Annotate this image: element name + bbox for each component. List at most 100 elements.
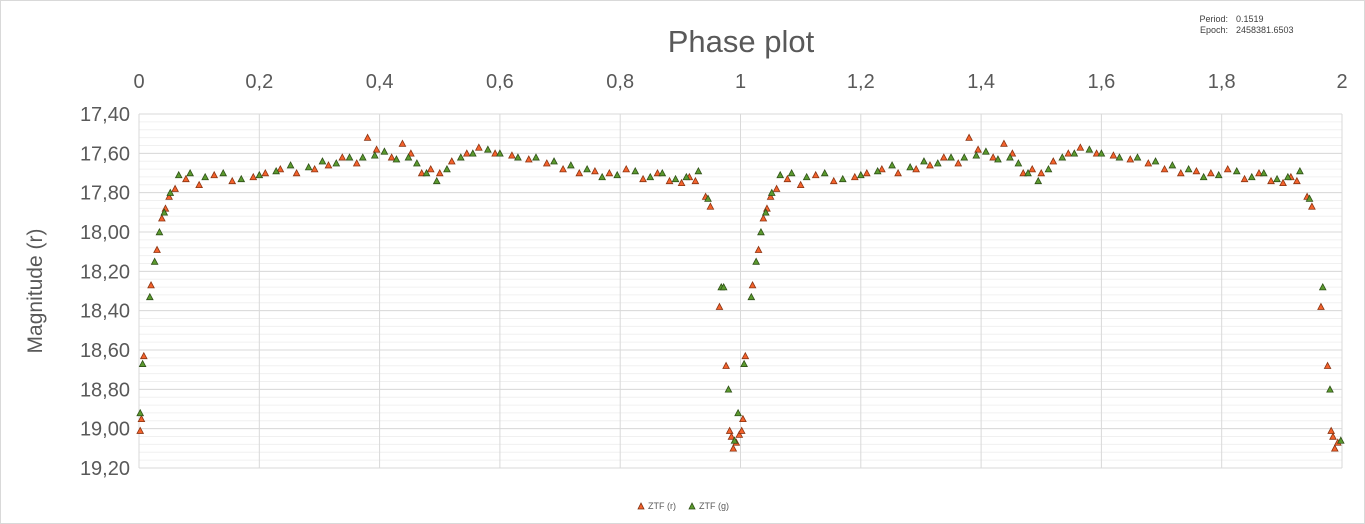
x-tick-label: 0 xyxy=(133,71,144,93)
data-point-r xyxy=(1028,165,1037,173)
data-point-r xyxy=(474,143,483,151)
data-point-r xyxy=(575,168,584,177)
data-point-g xyxy=(671,174,680,183)
data-point-r xyxy=(1126,155,1135,163)
data-point-g xyxy=(468,149,477,157)
data-point-r xyxy=(171,184,179,192)
data-point-r xyxy=(677,178,686,187)
data-point-r xyxy=(894,168,902,177)
y-tick-label: 18,60 xyxy=(80,340,130,362)
data-point-r xyxy=(1019,168,1028,177)
period-value: 0.1519 xyxy=(1236,14,1264,24)
data-point-r xyxy=(939,153,948,161)
y-tick-label: 17,60 xyxy=(80,143,130,165)
legend-marker-g xyxy=(688,502,696,510)
data-point-g xyxy=(598,172,607,181)
data-point-r xyxy=(182,174,190,183)
data-point-r xyxy=(1207,168,1215,177)
data-point-g xyxy=(704,194,712,202)
data-point-g xyxy=(370,151,379,159)
data-point-g xyxy=(982,147,990,155)
data-point-r xyxy=(447,157,456,165)
y-tick-label: 18,00 xyxy=(80,222,130,244)
data-point-g xyxy=(422,168,431,177)
data-point-g xyxy=(1024,168,1032,177)
data-point-g xyxy=(994,155,1002,163)
data-point-r xyxy=(407,149,415,157)
data-point-r xyxy=(387,153,396,161)
data-point-g xyxy=(658,168,667,177)
y-tick-label: 18,40 xyxy=(80,301,130,323)
data-point-g xyxy=(318,157,327,165)
data-point-g xyxy=(1070,149,1079,157)
data-point-r xyxy=(292,168,301,177)
data-point-g xyxy=(174,170,183,179)
data-point-r xyxy=(426,165,435,173)
data-point-r xyxy=(754,245,763,253)
data-point-g xyxy=(1283,172,1292,181)
data-point-r xyxy=(850,172,859,181)
data-point-r xyxy=(1330,444,1339,452)
data-point-r xyxy=(926,161,934,169)
data-point-r xyxy=(759,214,768,222)
data-point-r xyxy=(147,281,155,289)
data-point-g xyxy=(1326,385,1334,393)
data-point-r xyxy=(725,426,734,434)
data-point-r xyxy=(1064,149,1073,157)
data-point-r xyxy=(1279,178,1287,187)
tick-labels: 17,40 17,60 17,80 18,00 18,20 18,40 18,60 18,80… xyxy=(80,71,1348,480)
data-point-g xyxy=(1259,168,1268,177)
x-tick-label: 2 xyxy=(1336,71,1347,93)
data-point-r xyxy=(772,184,781,192)
data-point-g xyxy=(1318,283,1327,291)
data-point-g xyxy=(201,172,210,181)
y-tick-label: 18,80 xyxy=(80,379,130,401)
data-point-r xyxy=(639,174,647,183)
data-point-r xyxy=(157,214,166,222)
data-point-r xyxy=(1323,361,1332,369)
data-point-g xyxy=(1199,172,1208,181)
data-point-r xyxy=(1109,151,1118,159)
data-point-r xyxy=(195,180,204,189)
data-point-g xyxy=(166,188,175,196)
data-point-r xyxy=(735,430,744,438)
data-point-r xyxy=(435,168,444,177)
data-point-g xyxy=(757,227,765,236)
data-point-r xyxy=(153,245,161,253)
data-point-r xyxy=(1160,165,1169,173)
data-point-g xyxy=(358,153,367,161)
data-point-g xyxy=(1273,174,1281,183)
y-tick-label: 17,40 xyxy=(80,104,130,126)
y-tick-label: 18,20 xyxy=(80,261,130,283)
data-point-g xyxy=(136,408,145,417)
data-point-g xyxy=(767,188,776,196)
chart-title: Phase plot xyxy=(668,24,815,59)
data-point-r xyxy=(912,165,921,173)
y-tick-label: 17,80 xyxy=(80,183,130,205)
y-axis-label: Magnitude (r) xyxy=(24,229,47,354)
x-tick-label: 1 xyxy=(735,71,746,93)
data-point-r xyxy=(462,149,471,157)
x-tick-label: 0,2 xyxy=(245,71,273,93)
data-point-r xyxy=(417,168,426,177)
data-point-r xyxy=(508,151,516,159)
data-point-g xyxy=(345,153,354,161)
data-point-g xyxy=(1133,153,1142,161)
legend-label-g: ZTF (g) xyxy=(699,501,729,511)
data-point-r xyxy=(559,165,567,173)
data-point-g xyxy=(747,292,756,301)
data-point-r xyxy=(965,133,973,141)
data-point-r xyxy=(706,202,715,210)
data-point-r xyxy=(722,361,730,369)
data-point-r xyxy=(862,168,871,177)
data-point-r xyxy=(1308,202,1316,210)
data-point-r xyxy=(249,172,258,181)
data-point-g xyxy=(304,163,313,171)
data-point-r xyxy=(1329,432,1337,440)
data-point-r xyxy=(739,414,747,423)
data-point-g xyxy=(550,157,558,165)
data-point-g xyxy=(960,153,969,161)
data-point-g xyxy=(820,168,829,177)
data-point-g xyxy=(1006,153,1014,161)
data-point-r xyxy=(210,170,219,179)
